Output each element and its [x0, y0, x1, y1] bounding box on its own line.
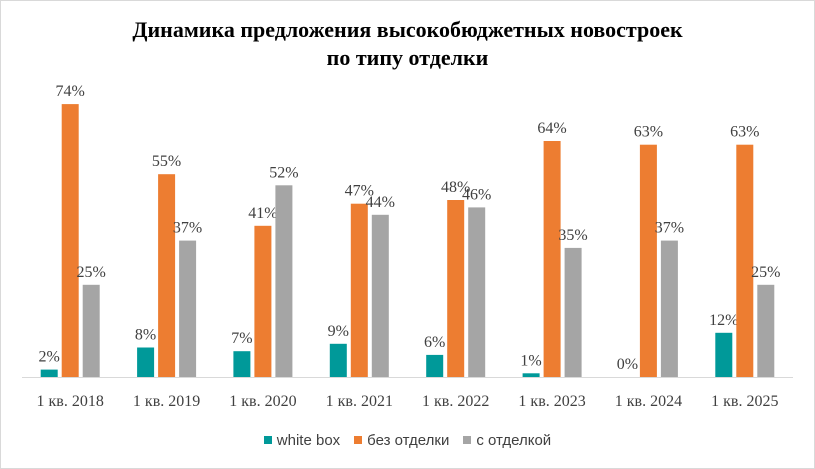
- legend-label-no-finish: без отделки: [367, 431, 450, 449]
- category-label-3: 1 кв. 2021: [326, 393, 393, 410]
- category-label-4: 1 кв. 2022: [422, 393, 489, 410]
- bar-s1-c5: [543, 141, 561, 377]
- bar-s2-c4: [468, 207, 486, 377]
- legend-swatch-white-box: [263, 436, 272, 444]
- legend-item-white-box: white box: [263, 431, 341, 449]
- bar-s1-c0: [61, 104, 79, 377]
- bar-s2-c3: [371, 214, 389, 378]
- legend-label-white-box: white box: [276, 431, 341, 449]
- legend-swatch-with-finish: [463, 436, 472, 444]
- legend-swatch-no-finish: [354, 436, 363, 444]
- category-label-0: 1 кв. 2018: [37, 393, 104, 410]
- bar-s1-c3: [350, 203, 368, 377]
- bar-s0-c0: [40, 369, 58, 377]
- bar-s2-c2: [275, 185, 293, 378]
- bar-s2-c1: [179, 240, 197, 377]
- data-label-s2-c7: 25%: [751, 264, 780, 281]
- data-label-s1-c2: 41%: [248, 205, 277, 222]
- legend-item-no-finish: без отделки: [354, 432, 449, 449]
- legend-label-with-finish: с отделкой: [476, 431, 552, 449]
- chart-title: Динамика предложения высокобюджетных нов…: [0, 16, 815, 72]
- category-label-7: 1 кв. 2025: [711, 393, 778, 410]
- chart-legend: white box без отделки с отделкой: [0, 430, 815, 450]
- bar-s0-c4: [426, 354, 444, 377]
- data-label-s2-c5: 35%: [558, 227, 587, 244]
- bar-s1-c1: [158, 174, 176, 377]
- bar-s0-c5: [522, 373, 540, 377]
- category-label-5: 1 кв. 2023: [518, 393, 585, 410]
- bar-s0-c7: [715, 332, 733, 378]
- legend-item-with-finish: с отделкой: [463, 432, 551, 449]
- data-label-s0-c1: 8%: [135, 327, 156, 344]
- bar-s0-c1: [137, 347, 155, 377]
- bar-s1-c4: [447, 200, 465, 377]
- category-label-6: 1 кв. 2024: [615, 393, 682, 410]
- category-label-1: 1 кв. 2019: [133, 393, 200, 410]
- data-label-s1-c4: 48%: [441, 179, 470, 196]
- data-label-s1-c5: 64%: [537, 120, 566, 137]
- bar-s2-c7: [757, 284, 775, 377]
- data-label-s1-c7: 63%: [730, 124, 759, 141]
- data-label-s2-c3: 44%: [366, 194, 395, 211]
- data-label-s2-c0: 25%: [77, 264, 106, 281]
- data-label-s2-c2: 52%: [269, 164, 298, 181]
- bar-s0-c2: [233, 351, 251, 377]
- data-label-s0-c5: 1%: [520, 352, 541, 369]
- chart-title-line-1: Динамика предложения высокобюджетных нов…: [132, 17, 683, 42]
- data-label-s0-c6: 0%: [617, 356, 638, 373]
- bar-s1-c2: [254, 225, 272, 377]
- data-label-s1-c3: 47%: [345, 183, 374, 200]
- data-label-s2-c6: 37%: [655, 220, 684, 237]
- data-label-s0-c4: 6%: [424, 334, 445, 351]
- data-label-s0-c7: 12%: [709, 312, 738, 329]
- bar-s2-c5: [564, 247, 582, 377]
- data-label-s1-c6: 63%: [634, 124, 663, 141]
- data-label-s2-c4: 46%: [462, 186, 491, 203]
- data-label-s1-c0: 74%: [56, 83, 85, 100]
- category-label-2: 1 кв. 2020: [229, 393, 296, 410]
- bar-s0-c3: [329, 343, 347, 377]
- bar-s1-c6: [639, 144, 657, 377]
- data-label-s0-c3: 9%: [328, 323, 349, 340]
- bar-s2-c6: [660, 240, 678, 377]
- data-label-s2-c1: 37%: [173, 220, 202, 237]
- data-label-s0-c0: 2%: [39, 349, 60, 366]
- data-label-s1-c1: 55%: [152, 153, 181, 170]
- bar-s2-c0: [82, 284, 100, 377]
- bar-s1-c7: [736, 144, 754, 377]
- data-label-s0-c2: 7%: [231, 330, 252, 347]
- chart-title-line-2: по типу отделки: [326, 45, 489, 70]
